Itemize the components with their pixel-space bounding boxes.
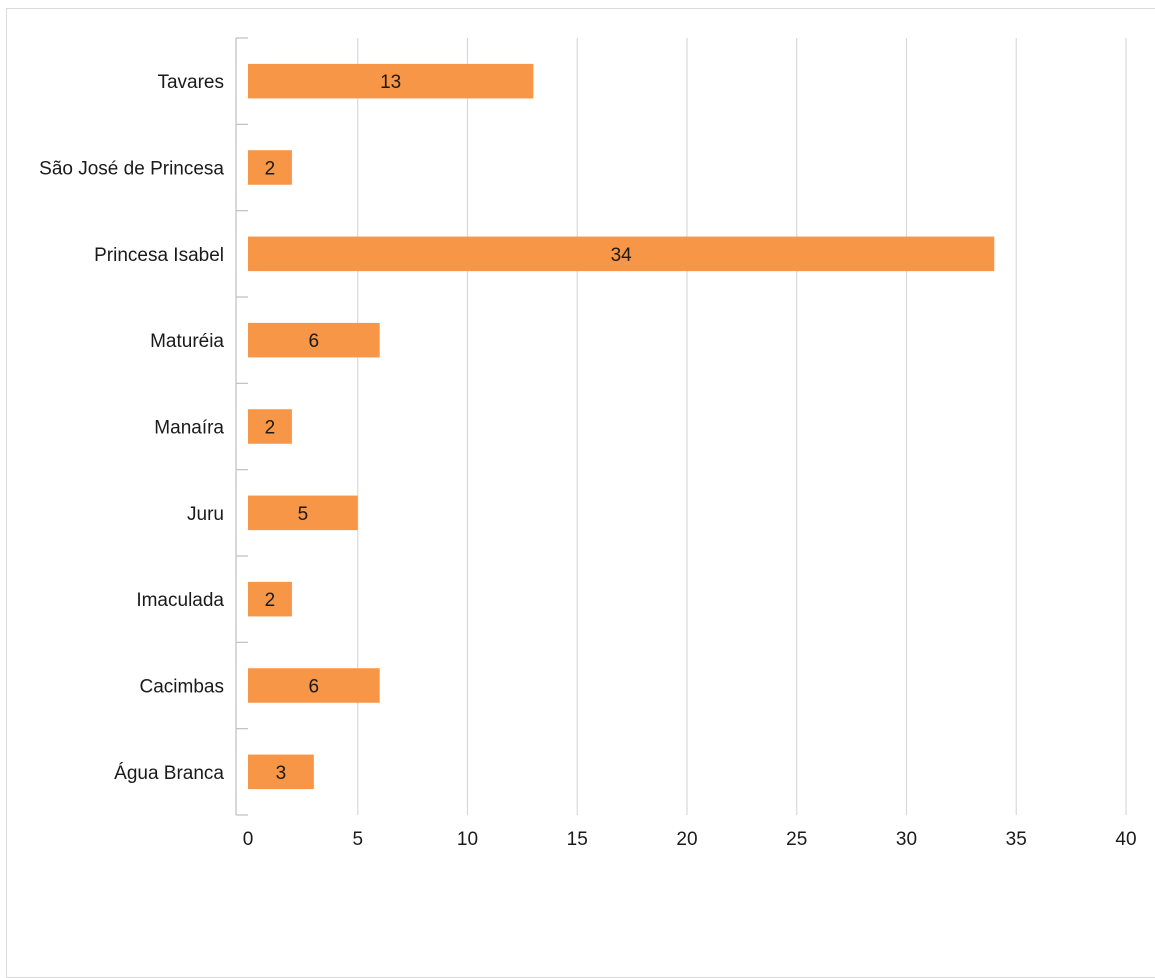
x-tick-label: 30 — [896, 829, 917, 850]
category-label: Imaculada — [136, 590, 224, 611]
x-tick-label: 35 — [1006, 829, 1027, 850]
bar — [248, 495, 358, 531]
x-tick-label: 20 — [676, 829, 697, 850]
x-tick-label: 40 — [1115, 829, 1136, 850]
category-label: Princesa Isabel — [94, 245, 224, 266]
bars — [248, 63, 995, 790]
bar — [248, 668, 380, 703]
data-label: 2 — [265, 418, 276, 439]
bar — [248, 581, 292, 617]
data-label: 13 — [380, 72, 401, 93]
category-label: Água Branca — [114, 763, 224, 784]
category-axis — [235, 37, 248, 816]
bar — [248, 322, 380, 358]
data-label: 5 — [298, 504, 309, 525]
data-label: 3 — [276, 763, 287, 784]
chart-frame — [6, 8, 1155, 978]
data-label: 34 — [611, 245, 633, 266]
data-label: 6 — [309, 331, 320, 352]
grid-lines — [357, 38, 1127, 815]
x-tick-label: 5 — [352, 829, 363, 850]
bar — [248, 150, 292, 185]
category-label: Juru — [187, 504, 224, 525]
x-tick-label: 15 — [567, 829, 588, 850]
x-tick-label: 0 — [243, 829, 254, 850]
data-label: 2 — [265, 159, 276, 180]
bar — [248, 236, 995, 272]
data-label: 6 — [309, 677, 320, 698]
category-label: São José de Princesa — [39, 159, 224, 180]
x-tick-label: 25 — [786, 829, 807, 850]
category-label: Cacimbas — [140, 677, 224, 698]
bar — [248, 409, 292, 444]
category-label: Tavares — [157, 72, 224, 93]
bar — [248, 754, 314, 790]
category-label: Maturéia — [150, 331, 224, 352]
data-label: 2 — [265, 590, 276, 611]
bar — [248, 63, 534, 99]
category-label: Manaíra — [154, 418, 224, 439]
x-tick-label: 10 — [457, 829, 478, 850]
